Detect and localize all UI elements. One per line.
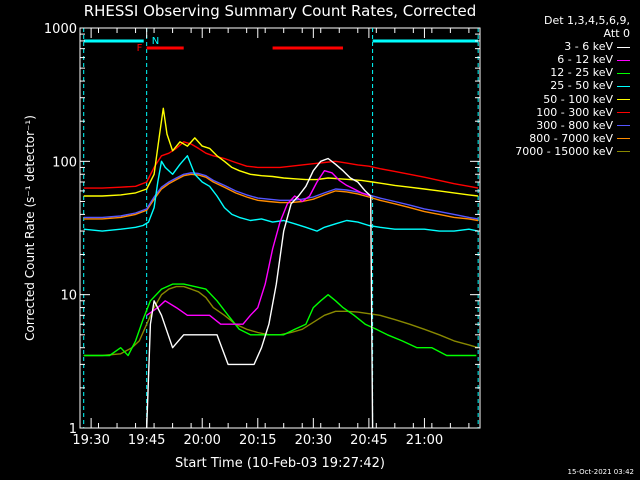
legend-entry-0: 3 - 6 keV bbox=[470, 40, 630, 53]
x-axis-label: Start Time (10-Feb-03 19:27:42) bbox=[175, 456, 385, 471]
legend-entry-1: 6 - 12 keV bbox=[470, 53, 630, 66]
y-tick-label-2: 100 bbox=[52, 155, 77, 170]
legend-label-4: 50 - 100 keV bbox=[543, 92, 613, 106]
legend-swatch-7 bbox=[617, 138, 630, 140]
legend-label-3: 25 - 50 keV bbox=[550, 79, 613, 93]
plot-frame bbox=[79, 27, 481, 429]
legend-label-5: 100 - 300 keV bbox=[536, 105, 613, 119]
legend-swatch-5 bbox=[617, 112, 630, 114]
x-tick-label-4: 20:30 bbox=[295, 433, 332, 448]
y-tick-label-0: 1 bbox=[69, 422, 77, 437]
legend-label-0: 3 - 6 keV bbox=[564, 40, 613, 54]
legend-entry-4: 50 - 100 keV bbox=[470, 93, 630, 106]
chart-title: RHESSI Observing Summary Count Rates, Co… bbox=[84, 2, 477, 20]
x-tick-label-6: 21:00 bbox=[406, 433, 443, 448]
legend-swatch-0 bbox=[617, 46, 630, 48]
legend-entry-8: 7000 - 15000 keV bbox=[470, 145, 630, 158]
x-tick-label-1: 19:45 bbox=[128, 433, 165, 448]
legend-swatch-8 bbox=[617, 151, 630, 153]
night-flag-label: N bbox=[152, 36, 159, 47]
legend-header-line-1: Det 1,3,4,5,6,9, bbox=[543, 14, 630, 27]
x-tick-label-3: 20:15 bbox=[239, 433, 276, 448]
series-line-1 bbox=[146, 169, 371, 325]
series-line-0 bbox=[146, 157, 374, 429]
legend-label-6: 300 - 800 keV bbox=[536, 118, 613, 132]
legend-entry-6: 300 - 800 keV bbox=[470, 119, 630, 132]
legend-swatch-1 bbox=[617, 59, 630, 61]
plot-area: NF 19:30 19:45 20:00 20:15 20:30 20:45 21:00 1… bbox=[44, 22, 481, 448]
series-line-4 bbox=[83, 107, 479, 197]
series-line-2 bbox=[83, 283, 477, 357]
legend-entry-3: 25 - 50 keV bbox=[470, 79, 630, 92]
y-tick-label-3: 1000 bbox=[44, 22, 77, 37]
series-layer bbox=[83, 107, 479, 429]
x-tick-label-5: 20:45 bbox=[350, 433, 387, 448]
legend-entry-7: 800 - 7000 keV bbox=[470, 132, 630, 145]
legend-label-8: 7000 - 15000 keV bbox=[515, 144, 613, 158]
flare-flag-label: F bbox=[137, 43, 143, 54]
x-axis: 19:30 19:45 20:00 20:15 20:30 20:45 21:00 bbox=[72, 28, 470, 448]
y-tick-label-1: 10 bbox=[60, 289, 77, 304]
legend-label-2: 12 - 25 keV bbox=[550, 66, 613, 80]
x-tick-label-0: 19:30 bbox=[72, 433, 109, 448]
series-line-7 bbox=[83, 173, 479, 222]
legend: Det 1,3,4,5,6,9, Att 0 3 - 6 keV 6 - 12 k… bbox=[470, 14, 630, 158]
series-line-3 bbox=[83, 155, 479, 232]
legend-label-1: 6 - 12 keV bbox=[557, 53, 613, 67]
x-tick-label-2: 20:00 bbox=[183, 433, 220, 448]
legend-entry-5: 100 - 300 keV bbox=[470, 106, 630, 119]
legend-swatch-4 bbox=[617, 99, 630, 101]
series-line-8 bbox=[83, 285, 479, 357]
legend-entry-2: 12 - 25 keV bbox=[470, 66, 630, 79]
legend-swatch-2 bbox=[617, 72, 630, 74]
legend-header-line-2: Att 0 bbox=[603, 27, 630, 41]
series-line-6 bbox=[83, 172, 479, 220]
legend-swatch-6 bbox=[617, 125, 630, 127]
legend-label-7: 800 - 7000 keV bbox=[529, 131, 613, 145]
timestamp: 15-Oct-2021 03:42 bbox=[567, 468, 634, 476]
series-line-5 bbox=[83, 141, 479, 189]
flags-layer: NF bbox=[83, 28, 479, 428]
y-axis: 1 10 100 1000 bbox=[44, 22, 480, 437]
legend-swatch-3 bbox=[617, 85, 630, 87]
y-axis-label: Corrected Count Rate (s⁻¹ detector⁻¹) bbox=[23, 115, 37, 341]
legend-rows: 3 - 6 keV 6 - 12 keV 12 - 25 keV 25 - 50 ke… bbox=[470, 40, 630, 158]
